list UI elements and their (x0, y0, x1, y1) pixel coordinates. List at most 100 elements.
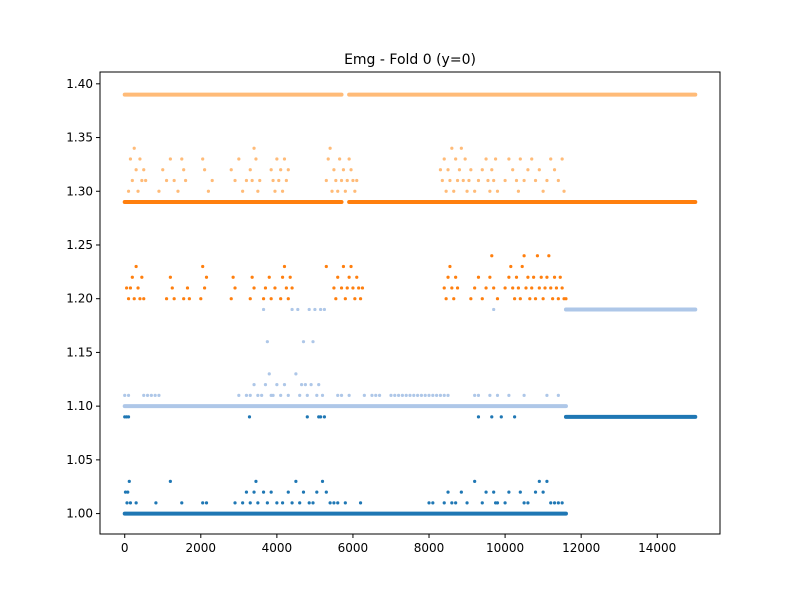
data-point (522, 501, 526, 505)
x-tick-label: 12000 (562, 541, 600, 555)
data-point (261, 307, 266, 312)
data-point (490, 168, 494, 172)
data-point (307, 501, 311, 505)
data-point (336, 275, 340, 279)
data-point (431, 393, 435, 397)
data-point (125, 501, 129, 505)
data-point (362, 393, 366, 397)
data-point (125, 286, 129, 290)
data-point (564, 297, 568, 301)
data-point (341, 264, 346, 269)
data-point (547, 254, 551, 258)
data-point (296, 307, 300, 312)
data-point (446, 393, 450, 397)
data-point (522, 393, 526, 397)
data-point (311, 501, 315, 505)
data-point (476, 415, 481, 419)
data-point (187, 297, 191, 301)
data-point (244, 178, 249, 183)
data-point (446, 168, 450, 172)
data-point (261, 297, 266, 301)
data-point (258, 178, 262, 183)
data-point (301, 490, 306, 494)
data-point (311, 340, 315, 344)
data-point (130, 275, 134, 279)
data-point (518, 157, 522, 161)
data-point (231, 275, 235, 279)
data-point (507, 393, 511, 397)
data-point (328, 146, 332, 150)
data-point (404, 393, 408, 397)
data-point (298, 501, 302, 505)
data-point (244, 490, 249, 494)
data-point (343, 501, 347, 505)
data-point (533, 178, 538, 183)
data-point (467, 178, 471, 183)
data-point (256, 393, 260, 397)
data-point (551, 297, 555, 301)
series-1 (122, 414, 698, 516)
data-point (203, 286, 207, 290)
data-point (556, 501, 560, 505)
data-point (533, 297, 538, 301)
data-point (260, 393, 264, 397)
data-point (294, 479, 298, 483)
data-point (290, 286, 294, 290)
data-point (347, 157, 351, 161)
data-point (241, 501, 245, 505)
data-point (427, 501, 431, 505)
data-point (495, 297, 500, 301)
data-point (154, 501, 158, 505)
data-point (252, 146, 256, 150)
data-point (256, 189, 260, 193)
data-point (299, 383, 304, 387)
data-point (520, 264, 524, 269)
data-point (172, 178, 176, 183)
data-point (552, 275, 557, 279)
data-point (412, 393, 416, 397)
data-point (431, 501, 435, 505)
data-point (168, 479, 172, 483)
data-point (355, 275, 359, 279)
data-point (480, 297, 484, 301)
data-point (123, 490, 128, 494)
data-point (279, 168, 283, 172)
data-point (282, 157, 287, 161)
data-point (326, 157, 330, 161)
data-point (332, 168, 336, 172)
data-point (267, 275, 271, 279)
data-point (336, 393, 340, 397)
data-point (393, 393, 397, 397)
data-point (507, 157, 511, 161)
data-point (180, 157, 184, 161)
data-point (204, 275, 209, 279)
data-point (161, 168, 165, 172)
data-point (126, 490, 130, 494)
data-point (345, 178, 349, 183)
data-point (275, 383, 279, 387)
data-point (273, 286, 277, 290)
data-point (203, 168, 207, 172)
data-point (442, 157, 446, 161)
data-point (265, 501, 269, 505)
data-point (168, 157, 172, 161)
data-point (535, 254, 540, 258)
data-point (438, 393, 443, 397)
data-point (473, 286, 477, 290)
data-point (526, 275, 530, 279)
data-point (334, 297, 338, 301)
data-point (182, 297, 186, 301)
data-point (518, 490, 522, 494)
data-point (526, 168, 530, 172)
data-point (408, 393, 412, 397)
data-point (455, 178, 460, 183)
y-axis: 1.00 1.05 1.10 1.15 1.20 1.25 1.30 1.35 1.40 (66, 77, 100, 521)
data-point (503, 501, 507, 505)
data-point (237, 393, 241, 397)
x-tick-label: 0 (121, 541, 129, 555)
data-point (343, 297, 347, 301)
data-point (336, 189, 340, 193)
data-point (142, 297, 146, 301)
data-point (298, 393, 302, 397)
